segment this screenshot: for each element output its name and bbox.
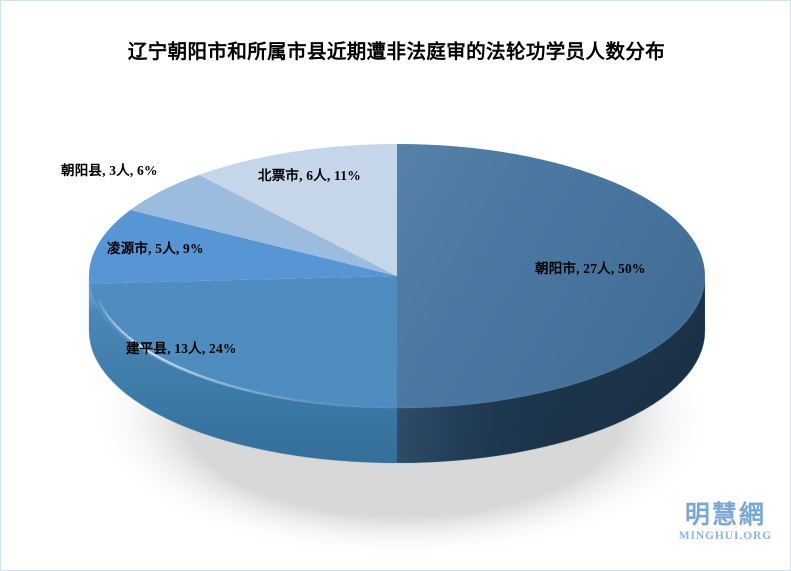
pie-label-beipiao-shi: 北票市, 6人, 11% (258, 168, 361, 183)
pie-slice-chaoyang-xian[interactable] (130, 174, 398, 276)
pie-outline (88, 275, 706, 464)
pie-rim-highlight (95, 295, 398, 410)
watermark-latin: MINGHUI.ORG (678, 529, 772, 542)
pie-label-chaoyang-shi: 朝阳市, 27人, 50% (535, 261, 646, 276)
pie-side-wall-right-sheen (397, 276, 705, 463)
pie-slice-beipiao-shi[interactable] (199, 144, 397, 276)
pie-label-lingyuan-shi: 凌源市, 5人, 9% (107, 241, 204, 256)
page-title: 辽宁朝阳市和所属市县近期遭非法庭审的法轮功学员人数分布 (127, 42, 666, 63)
pie-slice-lingyuan-shi[interactable] (88, 210, 397, 284)
watermark: 明慧網 MINGHUI.ORG (678, 501, 772, 542)
pie-side-wall-left (89, 276, 397, 463)
pie-label-chaoyang-xian: 朝阳县, 3人, 6% (61, 163, 158, 178)
pie-label-jianping-xian: 建平县, 13人, 24% (126, 341, 237, 356)
pie-top-sheen (397, 144, 705, 408)
watermark-chinese: 明慧網 (684, 501, 766, 529)
pie-slice-jianping-xian[interactable] (89, 276, 398, 408)
